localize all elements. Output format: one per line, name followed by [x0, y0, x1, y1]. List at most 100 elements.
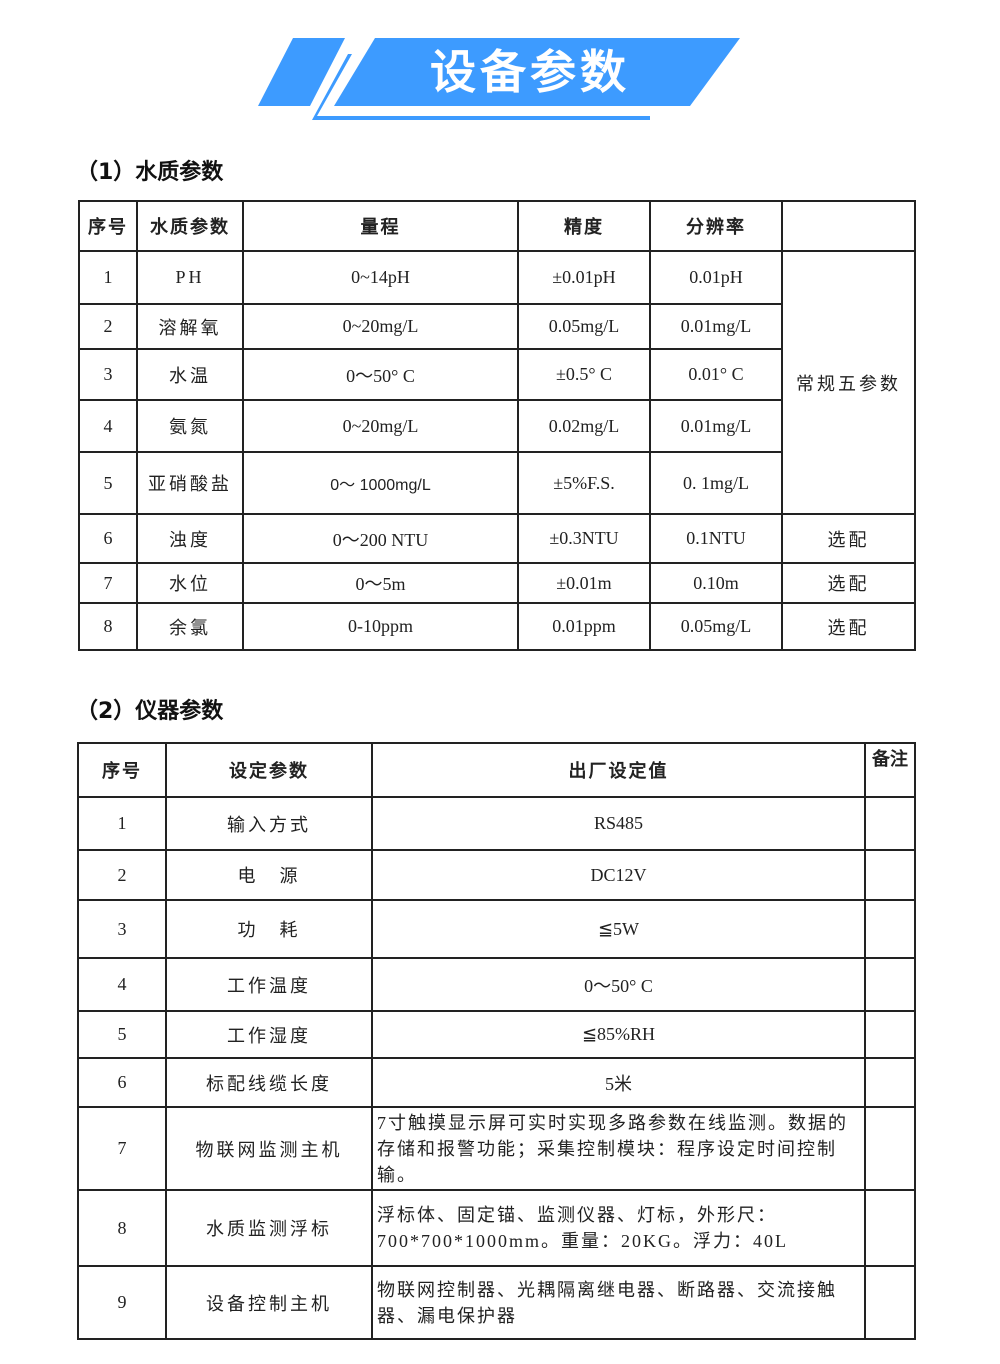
table-header-row: 序号 水质参数 量程 精度 分辨率 [78, 200, 916, 252]
table-cell: 水质监测浮标 [165, 1189, 373, 1267]
table-cell: 4 [78, 399, 138, 453]
table-cell: 物联网监测主机 [165, 1106, 373, 1191]
table-row: 6 浊度 0～200 NTU ±0.3NTU 0.1NTU 选配 [78, 513, 916, 564]
remark-cell [864, 899, 916, 959]
note-cell: 选配 [781, 602, 916, 651]
table-cell: 浊度 [136, 513, 244, 564]
table-row: 7 物联网监测主机 7寸触摸显示屏可实时实现多路参数在线监测。数据的存储和报警功能；… [77, 1106, 916, 1191]
table-cell: 设备控制主机 [165, 1265, 373, 1340]
table-row: 4 氨氮 0~20mg/L 0.02mg/L 0.01mg/L [78, 399, 915, 453]
table-cell: 0.01mg/L [649, 399, 783, 453]
table-cell: PH [136, 250, 244, 305]
header-cell: 水质参数 [136, 200, 244, 252]
table-cell: 0~20mg/L [242, 399, 519, 453]
header-cell: 精度 [517, 200, 651, 252]
table-row: 5 工作湿度 ≦85%RH [77, 1010, 916, 1059]
table-cell: 0～200 NTU [242, 513, 519, 564]
header-cell: 量程 [242, 200, 519, 252]
remark-cell [864, 1106, 916, 1191]
remark-cell [864, 957, 916, 1012]
table-cell: 物联网控制器、光耦隔离继电器、断路器、交流接触器、漏电保护器 [371, 1265, 866, 1340]
table-cell: ≦85%RH [371, 1010, 866, 1059]
table-cell: 水位 [136, 562, 244, 604]
table-cell: 余氯 [136, 602, 244, 651]
table-cell: 溶解氧 [136, 303, 244, 350]
table-cell: 0.02mg/L [517, 399, 651, 453]
table-cell: 工作湿度 [165, 1010, 373, 1059]
table-cell: ±5%F.S. [517, 451, 651, 515]
header-cell: 序号 [77, 742, 167, 798]
header-cell [781, 200, 916, 252]
header-cell: 分辨率 [649, 200, 783, 252]
table-cell: 水温 [136, 348, 244, 401]
table-cell: 7 [78, 562, 138, 604]
table-cell: 亚硝酸盐 [136, 451, 244, 515]
table-cell: 0～50° C [371, 957, 866, 1012]
table-cell: 8 [78, 602, 138, 651]
table-row: 7 水位 0～5m ±0.01m 0.10m 选配 [78, 562, 916, 604]
remark-cell [864, 849, 916, 901]
table-cell: ±0.01m [517, 562, 651, 604]
table-cell: 0~20mg/L [242, 303, 519, 350]
table-row: 6 标配线缆长度 5米 [77, 1057, 916, 1108]
section-title-instrument: （2）仪器参数 [76, 699, 224, 724]
table-cell: RS485 [371, 796, 866, 851]
table-row: 8 余氯 0-10ppm 0.01ppm 0.05mg/L 选配 [78, 602, 916, 651]
remark-cell [864, 796, 916, 851]
table-cell: 4 [77, 957, 167, 1012]
table-cell: 浮标体、固定锚、监测仪器、灯标，外形尺：700*700*1000mm。重量：20… [371, 1189, 866, 1267]
table-cell: 8 [77, 1189, 167, 1267]
table-header-row: 序号 设定参数 出厂设定值 备注 [77, 742, 916, 798]
table-cell: 2 [77, 849, 167, 901]
table-cell: 电 源 [165, 849, 373, 901]
table-cell: 0～5m [242, 562, 519, 604]
header-cell: 备注 [864, 742, 916, 798]
table-cell: 9 [77, 1265, 167, 1340]
table-row: 4 工作温度 0～50° C [77, 957, 916, 1012]
banner-shape [258, 38, 740, 120]
table-cell: 5 [78, 451, 138, 515]
remark-cell [864, 1057, 916, 1108]
page-title: 设备参数 [430, 45, 630, 99]
table-cell: 工作温度 [165, 957, 373, 1012]
table-row: 9 设备控制主机 物联网控制器、光耦隔离继电器、断路器、交流接触器、漏电保护器 [77, 1265, 916, 1340]
table-cell: 6 [77, 1057, 167, 1108]
table-cell: 0.01ppm [517, 602, 651, 651]
table-cell: 5米 [371, 1057, 866, 1108]
table-cell: 0.05mg/L [649, 602, 783, 651]
table-cell: ±0.01pH [517, 250, 651, 305]
table-cell: 标配线缆长度 [165, 1057, 373, 1108]
remark-cell [864, 1265, 916, 1340]
table-cell: ≦5W [371, 899, 866, 959]
table-cell: 7 [77, 1106, 167, 1191]
header-cell: 设定参数 [165, 742, 373, 798]
table-cell: 0～ 1000mg/L [242, 451, 519, 515]
table-cell: 0.01mg/L [649, 303, 783, 350]
table-cell: 6 [78, 513, 138, 564]
table-cell: 3 [78, 348, 138, 401]
table-cell: 5 [77, 1010, 167, 1059]
table-row: 2 溶解氧 0~20mg/L 0.05mg/L 0.01mg/L [78, 303, 915, 350]
table-cell: DC12V [371, 849, 866, 901]
table-cell: 3 [77, 899, 167, 959]
table-cell: 7寸触摸显示屏可实时实现多路参数在线监测。数据的存储和报警功能；采集控制模块：程… [371, 1106, 866, 1191]
table-cell: 0.10m [649, 562, 783, 604]
table-cell: 1 [77, 796, 167, 851]
remark-cell [864, 1189, 916, 1267]
remark-cell [864, 1010, 916, 1059]
water-quality-table: 序号 水质参数 量程 精度 分辨率 1 PH 0~14pH ±0.01pH 0.01pH… [78, 200, 916, 651]
group-note-cell: 常规五参数 [781, 250, 916, 515]
table-cell: 0.01pH [649, 250, 783, 305]
table-cell: 功 耗 [165, 899, 373, 959]
table-cell: 0～50° C [242, 348, 519, 401]
note-cell: 选配 [781, 513, 916, 564]
table-cell: 氨氮 [136, 399, 244, 453]
table-row: 1 PH 0~14pH ±0.01pH 0.01pH 常规五参数 [78, 250, 916, 515]
table-cell: ±0.5° C [517, 348, 651, 401]
table-cell: 2 [78, 303, 138, 350]
table-cell: 0.05mg/L [517, 303, 651, 350]
instrument-table: 序号 设定参数 出厂设定值 备注 1 输入方式 RS485 2 电 源 DC12V 3 功 耗… [77, 742, 916, 1340]
header-cell: 出厂设定值 [371, 742, 866, 798]
